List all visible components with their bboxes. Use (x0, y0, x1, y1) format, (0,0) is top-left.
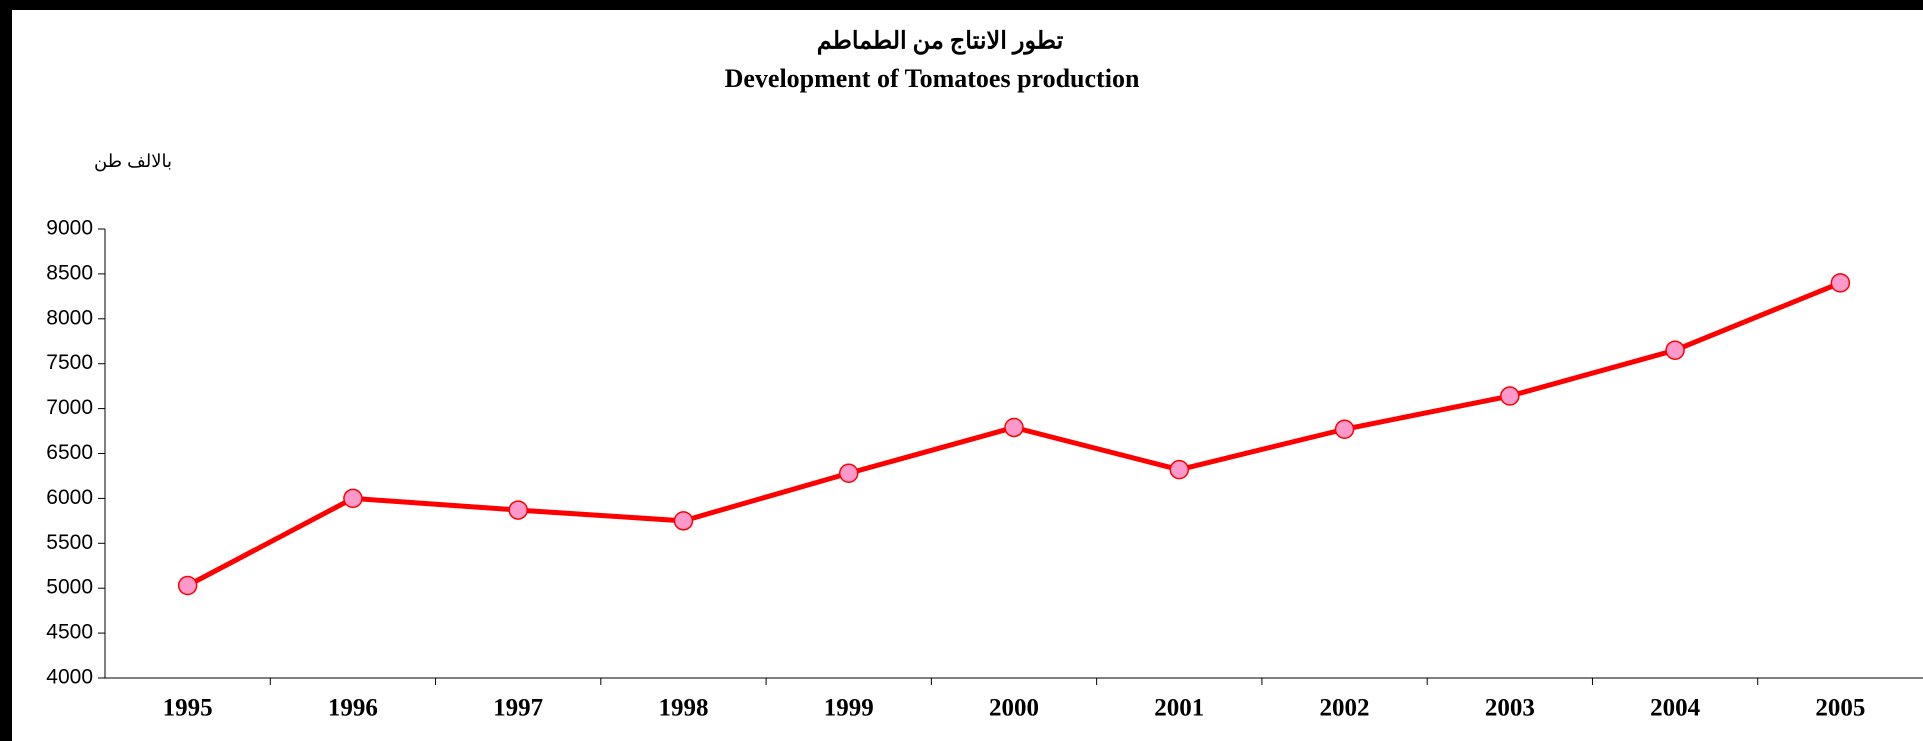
point-marker (1830, 273, 1851, 293)
y-tick-label: 8000 (46, 306, 93, 329)
point-marker (177, 575, 198, 596)
point-marker (1004, 417, 1024, 438)
y-tick-label: 5500 (46, 531, 93, 554)
x-tick-label: 1996 (328, 695, 378, 722)
x-tick-label: 2002 (1320, 695, 1370, 722)
x-tick-label: 2005 (1815, 695, 1865, 722)
x-tick-label: 1995 (163, 695, 213, 722)
y-tick-label: 6500 (46, 441, 93, 464)
x-tick-label: 2004 (1650, 695, 1701, 722)
point-marker (1169, 459, 1190, 480)
point-marker (343, 488, 363, 509)
y-axis-label: بالالف طن (94, 151, 172, 172)
y-tick-label: 6000 (46, 486, 93, 509)
point-marker (673, 511, 694, 531)
y-tick-label: 4000 (46, 666, 93, 689)
point-marker (1334, 419, 1355, 440)
x-tick-label: 2001 (1154, 695, 1204, 722)
y-tick-label: 8500 (46, 261, 93, 284)
y-tick-label: 7000 (46, 396, 93, 419)
y-tick-label: 5000 (46, 576, 93, 599)
x-tick-label: 1997 (493, 695, 543, 722)
x-tick-label: 2003 (1485, 695, 1535, 722)
y-tick-label: 4500 (46, 621, 93, 644)
x-tick-label: 1999 (824, 695, 874, 722)
point-marker (508, 500, 528, 520)
x-tick-label: 1998 (658, 695, 708, 722)
chart-title: تطور الانتاج من الطماطم (817, 29, 1064, 56)
point-marker (838, 463, 859, 484)
point-marker (1500, 386, 1520, 406)
point-marker (1665, 340, 1685, 360)
chart-subtitle: Development of Tomatoes production (725, 64, 1140, 93)
y-tick-label: 7500 (46, 351, 93, 374)
x-tick-label: 2000 (989, 695, 1039, 722)
y-tick-label: 9000 (46, 217, 93, 240)
